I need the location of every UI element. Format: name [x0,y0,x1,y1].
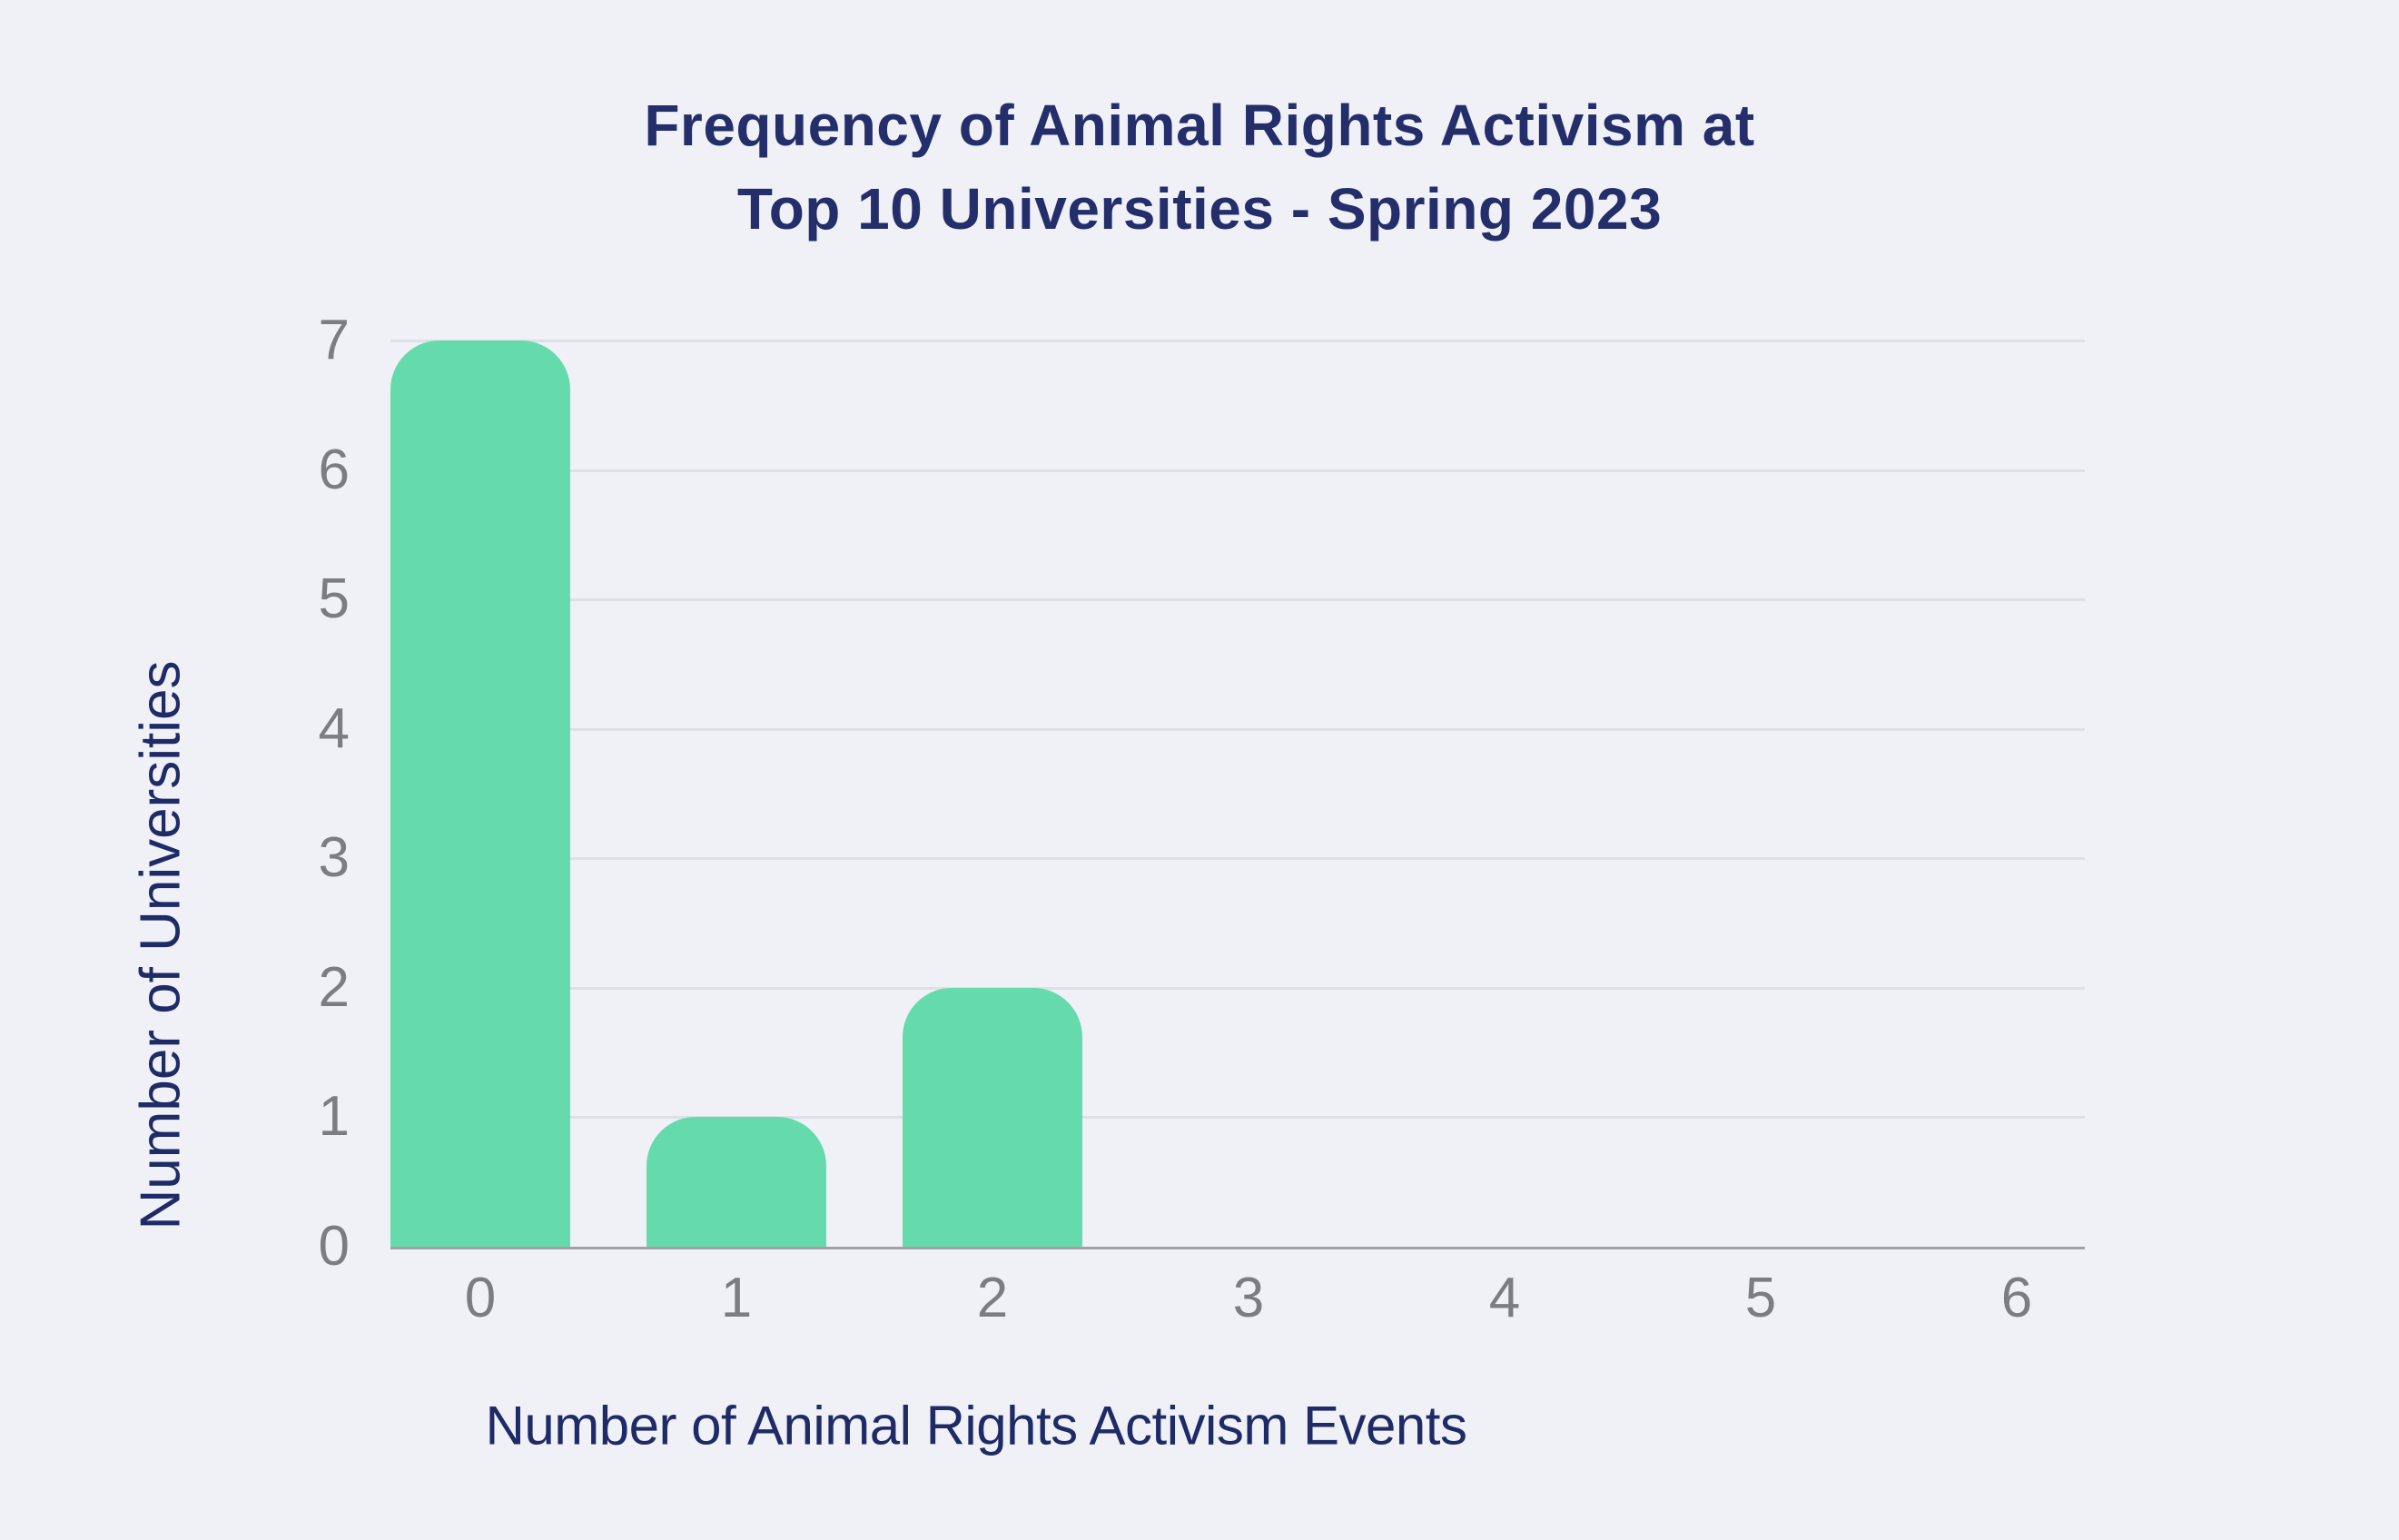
gridline-y6 [390,469,2085,472]
gridline-y1 [390,1116,2085,1120]
gridline-y7 [390,340,2085,342]
chart-title-line2: Top 10 Universities - Spring 2023 [736,176,1663,242]
gridline-y2 [390,986,2085,990]
y-axis-tick-labels: 0 1 2 3 4 5 6 7 [0,312,350,1275]
x-tick-label-4: 4 [1488,1267,1521,1329]
y-tick-label-1: 1 [318,1085,350,1149]
y-tick-label-3: 3 [318,826,350,890]
gridline-y4 [390,727,2085,731]
x-tick-label-2: 2 [976,1267,1009,1329]
x-tick-label-6: 6 [2000,1267,2033,1329]
bar-x1 [647,1117,826,1247]
gridline-y5 [390,598,2085,602]
bar-x2 [903,987,1082,1247]
y-tick-label-0: 0 [318,1215,350,1278]
x-tick-label-0: 0 [464,1267,497,1329]
bar-x0 [390,341,570,1247]
y-tick-label-6: 6 [318,438,350,501]
y-tick-label-7: 7 [318,309,350,371]
y-tick-label-2: 2 [318,955,350,1019]
x-axis-title: Number of Animal Rights Activism Events [485,1395,1467,1456]
y-tick-label-4: 4 [318,696,350,760]
gridline-y3 [390,857,2085,861]
y-tick-label-5: 5 [318,568,350,631]
x-tick-label-5: 5 [1744,1267,1777,1329]
x-tick-label-1: 1 [720,1267,753,1329]
plot-area [390,340,2085,1249]
chart-title: Frequency of Animal Rights Activism at T… [0,84,2399,251]
x-axis-tick-labels: 0 1 2 3 4 5 6 [390,1270,2085,1334]
chart-title-line1: Frequency of Animal Rights Activism at [644,93,1755,158]
x-tick-label-3: 3 [1232,1267,1265,1329]
